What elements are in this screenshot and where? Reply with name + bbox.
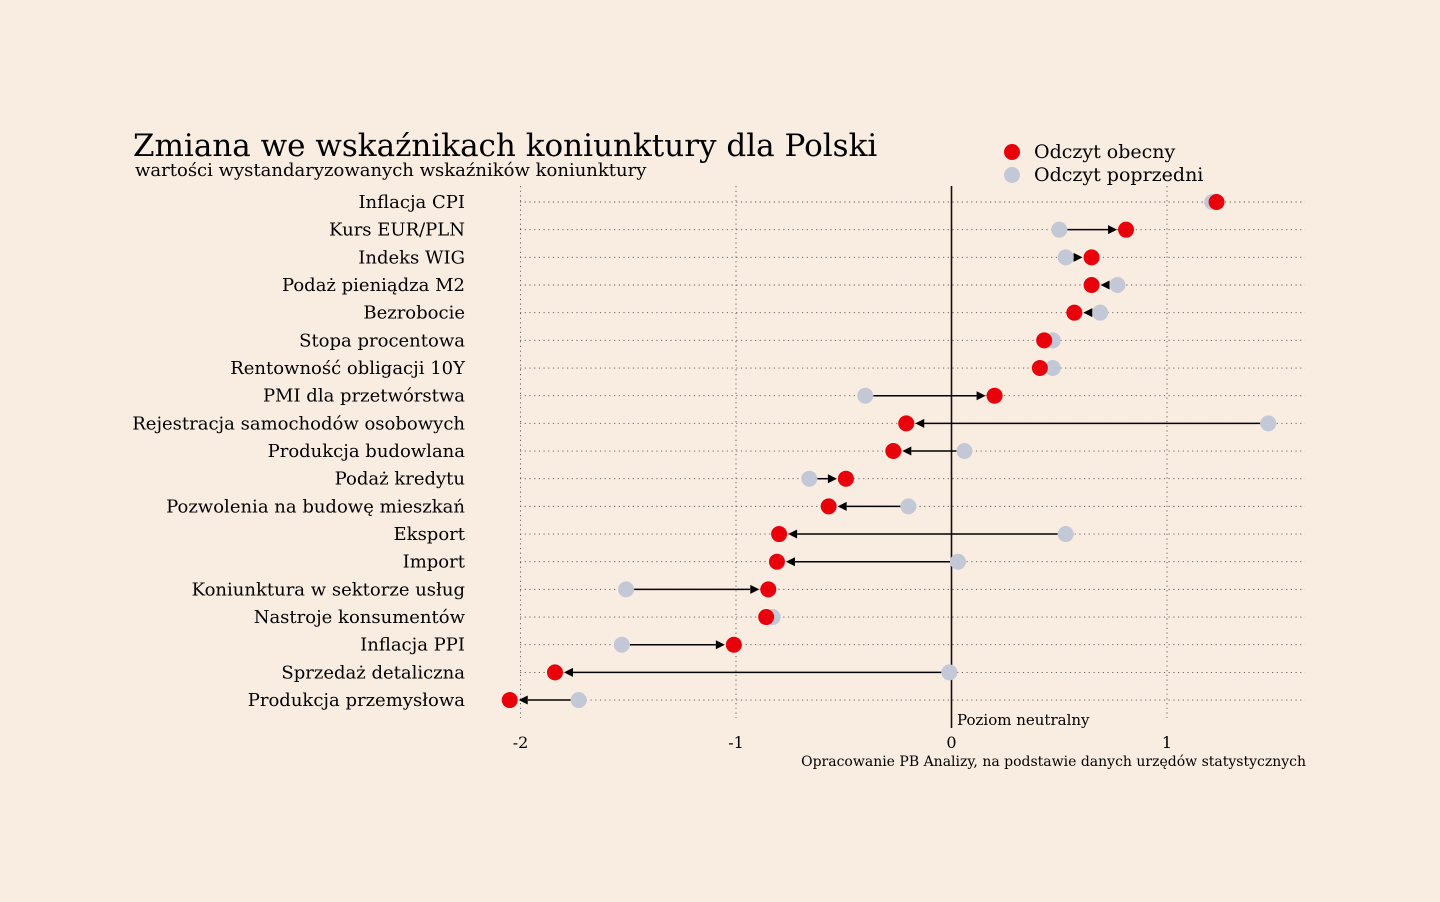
category-label: Inflacja PPI (360, 635, 465, 656)
category-label: Sprzedaż detaliczna (281, 662, 465, 683)
category-label: Bezrobocie (363, 303, 465, 324)
x-tick-label: -1 (728, 733, 744, 752)
change-arrow-head (518, 695, 528, 705)
change-arrow-head (788, 529, 798, 539)
x-tick-label: -2 (513, 733, 529, 752)
change-arrow-head (827, 474, 837, 484)
current-value-point (1066, 304, 1083, 321)
legend-previous-marker (1004, 167, 1020, 183)
previous-value-point (1260, 415, 1277, 432)
category-label: Kurs EUR/PLN (329, 220, 465, 241)
category-label: Podaż pieniądza M2 (282, 275, 465, 296)
previous-value-point (570, 692, 587, 709)
change-arrow-head (715, 640, 725, 650)
change-arrow-head (902, 446, 912, 456)
current-value-point (1083, 277, 1100, 294)
category-labels: Inflacja CPI Kurs EUR/PLN Indeks WIG Podaż … (132, 192, 466, 711)
change-arrow-head (785, 557, 795, 567)
legend-current-marker (1004, 144, 1020, 160)
previous-value-point (1057, 526, 1074, 543)
change-arrow-head (976, 391, 986, 401)
category-label: Podaż kredytu (335, 469, 465, 490)
change-arrow-head (1083, 308, 1093, 318)
neutral-level-label: Poziom neutralny (957, 711, 1090, 729)
current-value-point (768, 553, 785, 570)
change-arrow-head (915, 418, 925, 428)
current-value-point (758, 609, 775, 626)
previous-value-point (618, 581, 635, 598)
current-value-point (898, 415, 915, 432)
change-arrow-head (563, 667, 573, 677)
previous-value-point (941, 664, 958, 681)
previous-value-point (857, 387, 874, 404)
x-tick-label: 0 (946, 733, 956, 752)
current-value-point (501, 692, 518, 709)
current-value-point (1036, 332, 1053, 349)
previous-value-point (1044, 360, 1061, 377)
previous-value-point (956, 443, 973, 460)
current-value-point (837, 470, 854, 487)
grid (520, 186, 1305, 718)
category-label: Import (403, 552, 466, 573)
legend-previous-label: Odczyt poprzedni (1034, 164, 1203, 186)
current-value-point (1208, 194, 1225, 210)
previous-value-point (1051, 221, 1068, 238)
current-value-point (820, 498, 837, 515)
category-label: Rentowność obligacji 10Y (230, 358, 466, 379)
current-value-point (986, 387, 1003, 404)
current-value-point (1031, 360, 1048, 377)
previous-value-point (1057, 249, 1074, 266)
category-label: Nastroje konsumentów (254, 607, 466, 628)
change-arrows (518, 201, 1261, 705)
previous-value-point (1109, 277, 1126, 294)
current-value-point (1083, 249, 1100, 266)
current-value-point (1118, 221, 1135, 238)
category-label: PMI dla przetwórstwa (263, 386, 465, 407)
legend: Odczyt obecny Odczyt poprzedni (1004, 141, 1203, 186)
previous-value-point (801, 470, 818, 487)
current-value-point (885, 443, 902, 460)
category-label: Produkcja przemysłowa (248, 690, 466, 711)
previous-value-point (949, 553, 966, 570)
change-arrow-head (1073, 252, 1083, 262)
chart-subtitle: wartości wystandaryzowanych wskaźników k… (135, 160, 647, 181)
category-label: Eksport (394, 524, 466, 545)
data-points (501, 194, 1277, 709)
category-label: Koniunktura w sektorze usług (192, 579, 465, 600)
category-label: Stopa procentowa (299, 330, 465, 351)
current-value-point (725, 636, 742, 653)
previous-value-point (613, 636, 630, 653)
previous-value-point (900, 498, 917, 515)
change-arrow-head (837, 501, 847, 511)
category-label: Pozwolenia na budowę mieszkań (166, 496, 465, 517)
change-arrow-head (1108, 225, 1118, 235)
category-label: Rejestracja samochodów osobowych (132, 413, 465, 434)
current-value-point (760, 581, 777, 598)
category-label: Indeks WIG (358, 247, 465, 268)
legend-current-label: Odczyt obecny (1034, 141, 1176, 163)
source-note: Opracowanie PB Analizy, na podstawie dan… (801, 754, 1306, 770)
category-label: Produkcja budowlana (268, 441, 466, 462)
x-axis-ticks: -2 -1 0 1 (513, 733, 1172, 752)
change-arrow-head (750, 584, 760, 594)
change-arrow-head (1100, 280, 1110, 290)
x-tick-label: 1 (1162, 733, 1172, 752)
current-value-point (546, 664, 563, 681)
current-value-point (771, 526, 788, 543)
previous-value-point (1092, 304, 1109, 321)
category-label: Inflacja CPI (358, 192, 465, 213)
chart-title: Zmiana we wskaźnikach koniunktury dla Po… (133, 128, 877, 164)
